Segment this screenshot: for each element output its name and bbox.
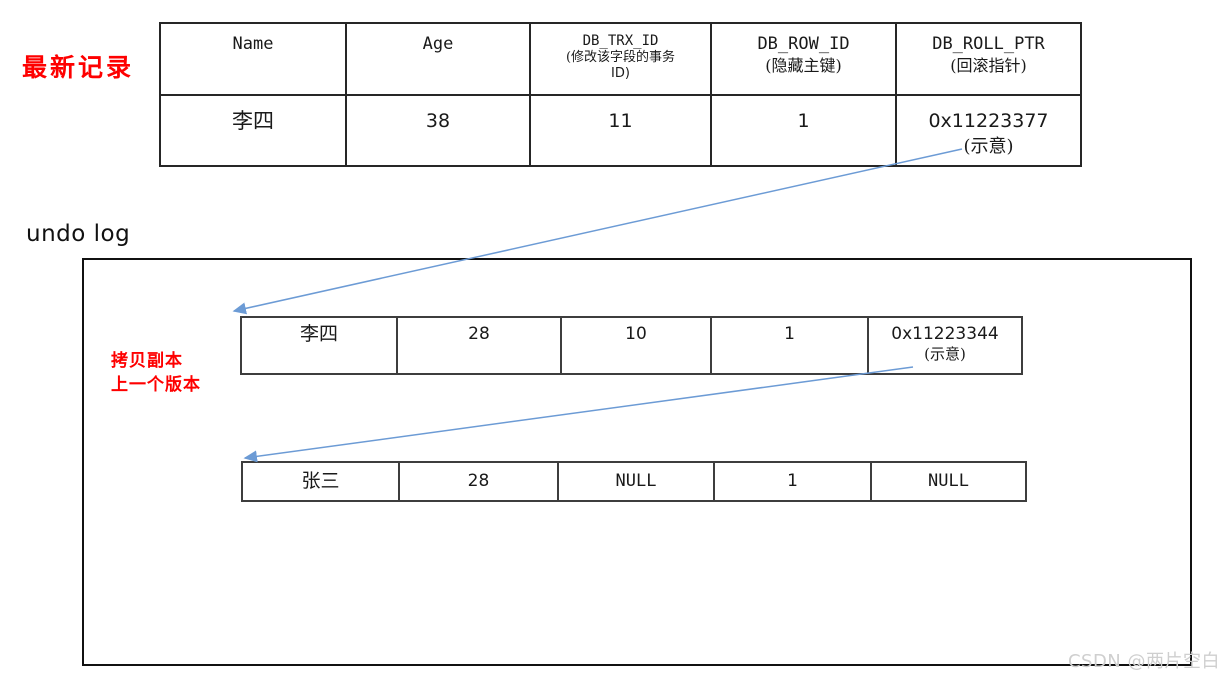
header-cell-db-row-id: DB_ROW_ID (隐藏主键) xyxy=(710,24,895,94)
header-cell-age: Age xyxy=(345,24,529,94)
undo1-roll-ptr-value: 0x11223344 xyxy=(891,324,999,344)
header-age: Age xyxy=(422,34,454,54)
copy-note-line1: 拷贝副本 xyxy=(111,351,183,371)
undo1-name: 李四 xyxy=(299,323,338,345)
header-db-row-id-note: (隐藏主键) xyxy=(765,56,842,75)
header-db-trx-id-note: (修改该字段的事务 xyxy=(565,50,676,65)
latest-roll-ptr-value: 0x11223377 xyxy=(928,110,1049,132)
latest-row-roll-ptr: 0x11223377 (示意) xyxy=(895,94,1080,165)
undo-version-row-2: 张三 28 NULL 1 NULL xyxy=(241,461,1027,502)
undo2-trx-id: NULL xyxy=(557,463,713,500)
latest-row-row-id: 1 xyxy=(710,94,895,165)
header-db-trx-id: DB_TRX_ID xyxy=(582,33,659,49)
header-db-roll-ptr-note: (回滚指针) xyxy=(950,56,1027,75)
latest-row-trx-id: 11 xyxy=(529,94,710,165)
header-db-trx-id-note2: ID) xyxy=(611,66,630,81)
header-cell-name: Name xyxy=(161,24,345,94)
undo-version-row-1: 李四 28 10 1 0x11223344 (示意) xyxy=(240,316,1023,375)
undo1-roll-ptr: 0x11223344 (示意) xyxy=(867,318,1021,373)
header-db-roll-ptr: DB_ROLL_PTR xyxy=(932,34,1045,54)
undo2-name: 张三 xyxy=(301,470,340,492)
latest-roll-ptr-note: (示意) xyxy=(963,136,1014,157)
undo2-age: 28 xyxy=(398,463,557,500)
header-cell-db-trx-id: DB_TRX_ID (修改该字段的事务 ID) xyxy=(529,24,710,94)
csdn-watermark: CSDN @两片空白 xyxy=(1067,651,1220,672)
copy-note-line2: 上一个版本 xyxy=(111,375,201,395)
latest-row-name: 李四 xyxy=(161,94,345,165)
header-cell-db-roll-ptr: DB_ROLL_PTR (回滚指针) xyxy=(895,24,1080,94)
copy-note-label: 拷贝副本 上一个版本 xyxy=(111,349,201,397)
header-db-row-id: DB_ROW_ID xyxy=(757,34,850,54)
undo1-age: 28 xyxy=(396,318,560,373)
latest-row-age: 38 xyxy=(345,94,529,165)
undo-log-title: undo log xyxy=(26,221,131,247)
undo2-roll-ptr: NULL xyxy=(870,463,1025,500)
header-name: Name xyxy=(232,34,274,54)
undo2-row-id: 1 xyxy=(713,463,870,500)
latest-record-label: 最新记录 xyxy=(22,53,135,82)
latest-record-table: Name Age DB_TRX_ID (修改该字段的事务 ID) DB_ROW_… xyxy=(159,22,1082,167)
undo1-trx-id: 10 xyxy=(560,318,710,373)
undo1-row-id: 1 xyxy=(710,318,867,373)
undo1-roll-ptr-note: (示意) xyxy=(924,345,966,363)
